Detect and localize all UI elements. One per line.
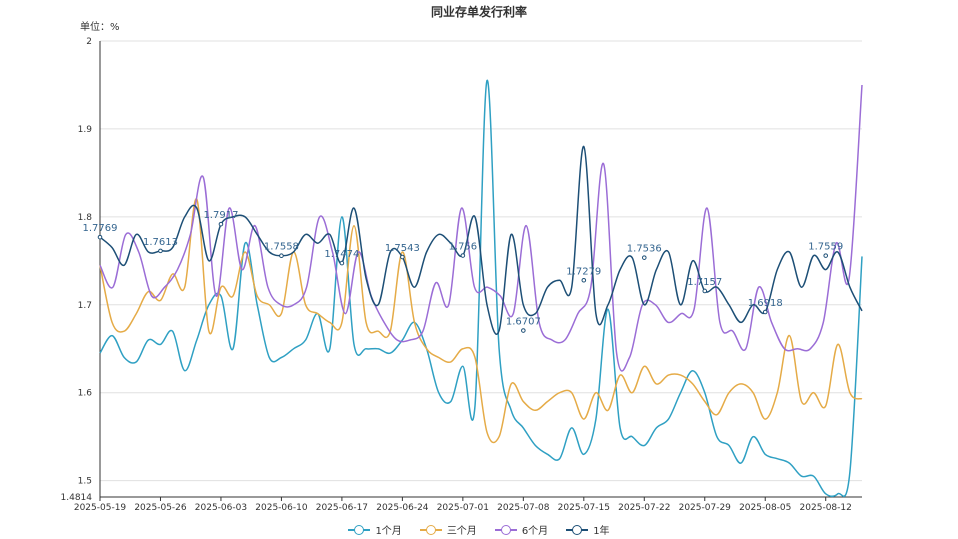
unit-label: 单位：% [80,22,120,33]
x-tick-label: 2025-07-01 [437,503,489,513]
legend-item-3[interactable]: 1年 [566,522,610,537]
series-line-3 [99,145,863,335]
legend-label: 三个月 [446,526,477,537]
legend-item-2[interactable]: 6个月 [494,522,549,537]
chart-title: 同业存单发行利率 [430,5,527,19]
y-tick-label: 1.6 [78,389,93,399]
data-point [641,255,647,260]
data-point [521,328,526,333]
x-tick-label: 2025-07-22 [618,503,670,513]
x-tick-label: 2025-06-03 [195,503,247,513]
y-tick-label: 2 [86,37,92,47]
data-point [460,253,466,258]
data-point [400,254,405,260]
x-tick-label: 2025-05-26 [134,503,187,513]
series-line-2 [99,84,863,372]
y-tick-label: 1.5 [78,477,92,487]
x-tick-label: 2025-07-15 [558,503,610,513]
legend-item-0[interactable]: 1个月 [348,522,402,537]
legend-label: 1年 [593,526,610,537]
data-point [97,234,103,240]
legend-label: 6个月 [521,526,549,537]
x-tick-label: 2025-07-29 [679,503,732,513]
data-label: 1.756 [449,242,478,253]
data-point [702,288,708,294]
series-line-0 [99,79,863,498]
data-label: 1.7559 [808,242,843,253]
data-point [762,309,768,315]
data-label: 1.7558 [264,242,299,253]
data-label: 1.7157 [687,277,722,288]
data-label: 1.7536 [627,244,662,255]
series-line-1 [99,198,863,444]
data-point [823,253,829,258]
legend-marker-icon [348,524,371,535]
x-tick-label: 2025-06-10 [255,503,308,513]
data-point [581,277,587,283]
y-tick-label: 1.8 [78,213,93,223]
data-label: 1.6918 [748,298,783,309]
legend-marker-icon [494,524,517,535]
x-tick-label: 2025-08-05 [739,503,791,513]
x-tick-label: 2025-06-17 [316,503,368,513]
data-point [279,253,284,259]
legend-label: 1个月 [375,526,402,537]
data-label: 1.7917 [203,210,238,221]
y-tick-label: 1.7 [78,301,92,311]
data-label: 1.7769 [83,223,118,234]
data-label: 1.7474 [324,249,359,260]
x-tick-label: 2025-08-12 [800,503,852,513]
legend-marker-icon [419,524,442,535]
x-tick-label: 2025-05-19 [74,503,127,513]
data-point [158,248,163,254]
data-point [218,221,224,227]
y-tick-label: 1.4814 [61,493,93,503]
x-tick-label: 2025-06-24 [376,503,429,513]
legend-item-1[interactable]: 三个月 [419,522,477,537]
data-label: 1.7279 [566,266,601,277]
data-label: 1.7613 [143,237,178,248]
data-point [339,260,345,266]
legend-marker-icon [566,524,589,535]
data-label: 1.6707 [506,317,541,328]
data-label: 1.7543 [385,243,420,254]
legend: 1个月 三个月 6个月 1年 [0,522,958,537]
x-tick-label: 2025-07-08 [497,503,550,513]
y-tick-label: 1.9 [78,125,93,135]
